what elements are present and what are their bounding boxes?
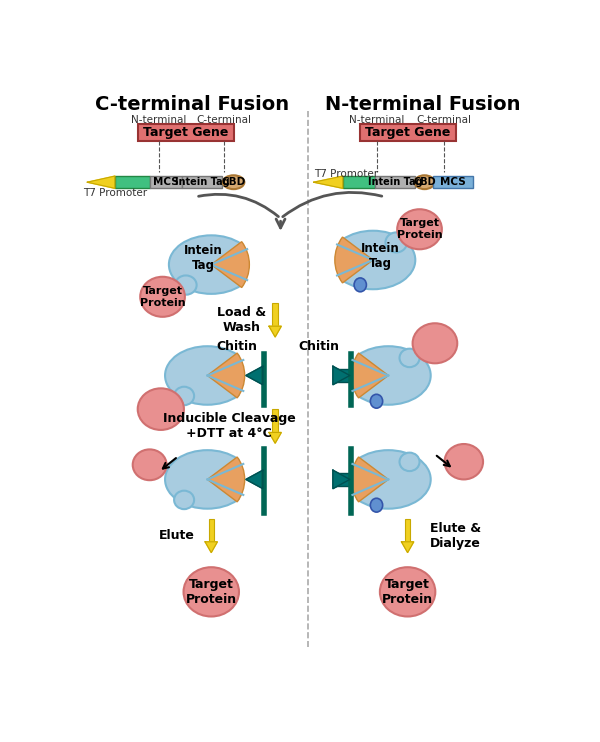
Text: C-terminal: C-terminal [416,115,471,125]
Wedge shape [342,455,388,504]
Bar [209,519,214,542]
Text: Target Gene: Target Gene [365,126,450,139]
Polygon shape [333,470,350,489]
Polygon shape [269,433,281,443]
Ellipse shape [380,567,436,617]
Wedge shape [335,237,373,283]
Ellipse shape [175,275,197,295]
Wedge shape [211,242,250,288]
Bar [333,473,352,485]
Text: Intein
Tag: Intein Tag [184,244,223,272]
Bar [272,410,278,433]
Wedge shape [208,353,245,398]
Ellipse shape [223,175,244,189]
Bar [360,125,456,142]
Wedge shape [208,455,254,504]
Ellipse shape [397,209,442,249]
Wedge shape [211,240,258,289]
Polygon shape [246,470,263,489]
Text: Load &
Wash: Load & Wash [217,306,266,334]
Polygon shape [87,176,115,188]
Ellipse shape [169,235,254,294]
Polygon shape [246,367,263,384]
Ellipse shape [165,347,250,404]
Text: Intein Tag: Intein Tag [175,177,229,187]
Text: N-terminal: N-terminal [131,115,187,125]
Ellipse shape [413,324,457,364]
Wedge shape [208,351,254,400]
Polygon shape [205,542,217,553]
Text: Elute: Elute [158,529,194,542]
Ellipse shape [354,278,367,292]
Ellipse shape [140,277,185,317]
Bar [272,303,278,326]
Wedge shape [326,235,373,285]
Ellipse shape [385,232,407,252]
Ellipse shape [346,450,431,509]
Ellipse shape [174,490,194,509]
Text: Elute &
Dialyze: Elute & Dialyze [430,522,481,550]
Bar [405,519,410,542]
Bar [138,125,235,142]
Ellipse shape [133,450,167,480]
Text: C-terminal: C-terminal [197,115,252,125]
Bar [149,176,182,188]
Ellipse shape [331,231,415,289]
Bar [433,176,473,188]
Ellipse shape [174,387,194,405]
Text: N-terminal: N-terminal [349,115,404,125]
Wedge shape [342,351,388,400]
Ellipse shape [138,388,184,430]
Text: Intein Tag: Intein Tag [368,177,422,187]
Text: N-terminal Fusion: N-terminal Fusion [325,95,521,114]
Bar [182,176,222,188]
Wedge shape [351,457,388,502]
Text: Inducible Cleavage
+DTT at 4°C: Inducible Cleavage +DTT at 4°C [163,413,295,440]
Text: CBD: CBD [413,177,436,187]
Polygon shape [314,176,343,188]
Text: MCS: MCS [440,177,466,187]
Polygon shape [401,542,414,553]
Ellipse shape [400,349,419,367]
Wedge shape [351,353,388,398]
Bar [333,370,352,381]
Polygon shape [269,326,281,337]
Wedge shape [208,457,245,502]
Text: T7 Promoter: T7 Promoter [83,188,147,198]
Text: Intein
Tag: Intein Tag [361,242,400,270]
Ellipse shape [346,347,431,404]
Bar [115,176,149,188]
Text: MCS: MCS [153,177,179,187]
Text: Target
Protein: Target Protein [140,286,185,308]
Text: Chitin: Chitin [299,341,340,353]
Text: CBD: CBD [221,177,246,187]
Ellipse shape [415,175,434,189]
Ellipse shape [184,567,239,617]
Text: T7 Promoter: T7 Promoter [314,168,378,179]
Bar [375,176,415,188]
Polygon shape [333,367,350,384]
Ellipse shape [370,394,383,408]
Bar [343,176,375,188]
Ellipse shape [370,498,383,512]
Text: Target
Protein: Target Protein [382,578,433,606]
Ellipse shape [400,453,419,471]
Text: Target
Protein: Target Protein [397,218,442,240]
Text: Target
Protein: Target Protein [185,578,237,606]
Text: Chitin: Chitin [216,341,257,353]
Ellipse shape [165,450,250,509]
Text: Target Gene: Target Gene [143,126,229,139]
Ellipse shape [445,444,483,479]
Text: C-terminal Fusion: C-terminal Fusion [95,95,289,114]
